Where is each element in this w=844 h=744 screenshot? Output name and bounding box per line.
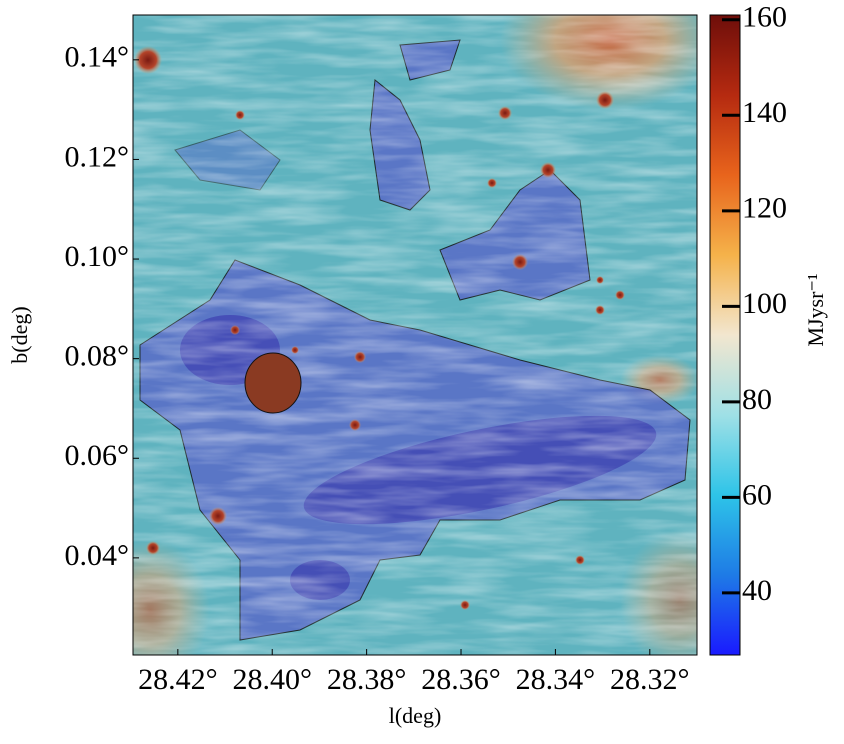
- y-tick-label: 0.06°: [65, 439, 130, 472]
- x-tick-label: 28.38°: [327, 663, 407, 696]
- y-tick-label: 0.10°: [65, 240, 130, 273]
- plot-frame: [132, 14, 698, 656]
- colorbar: [709, 14, 741, 656]
- x-axis-label: l(deg): [389, 703, 442, 728]
- x-tick-label: 28.36°: [421, 663, 501, 696]
- colorbar-tick-label: 60: [742, 478, 772, 511]
- x-tick-label: 28.32°: [610, 663, 690, 696]
- x-tick-label: 28.42°: [138, 663, 218, 696]
- y-tick-label: 0.04°: [65, 539, 130, 572]
- colorbar-tick-label: 120: [742, 192, 787, 225]
- colorbar-tick-label: 40: [742, 574, 772, 607]
- y-axis-label: b(deg): [7, 306, 32, 363]
- colorbar-tick-label: 160: [742, 1, 787, 34]
- colorbar-label: MJysr⁻¹: [803, 273, 828, 346]
- x-tick-label: 28.40°: [232, 663, 312, 696]
- x-tick-label: 28.34°: [516, 663, 596, 696]
- colorbar-tick-label: 140: [742, 96, 787, 129]
- y-tick-label: 0.12°: [65, 140, 130, 173]
- y-tick-label: 0.14°: [65, 41, 130, 74]
- colorbar-tick-label: 80: [742, 383, 772, 416]
- y-tick-label: 0.08°: [65, 340, 130, 373]
- sky-image: [133, 15, 697, 655]
- colorbar-tick-label: 100: [742, 287, 787, 320]
